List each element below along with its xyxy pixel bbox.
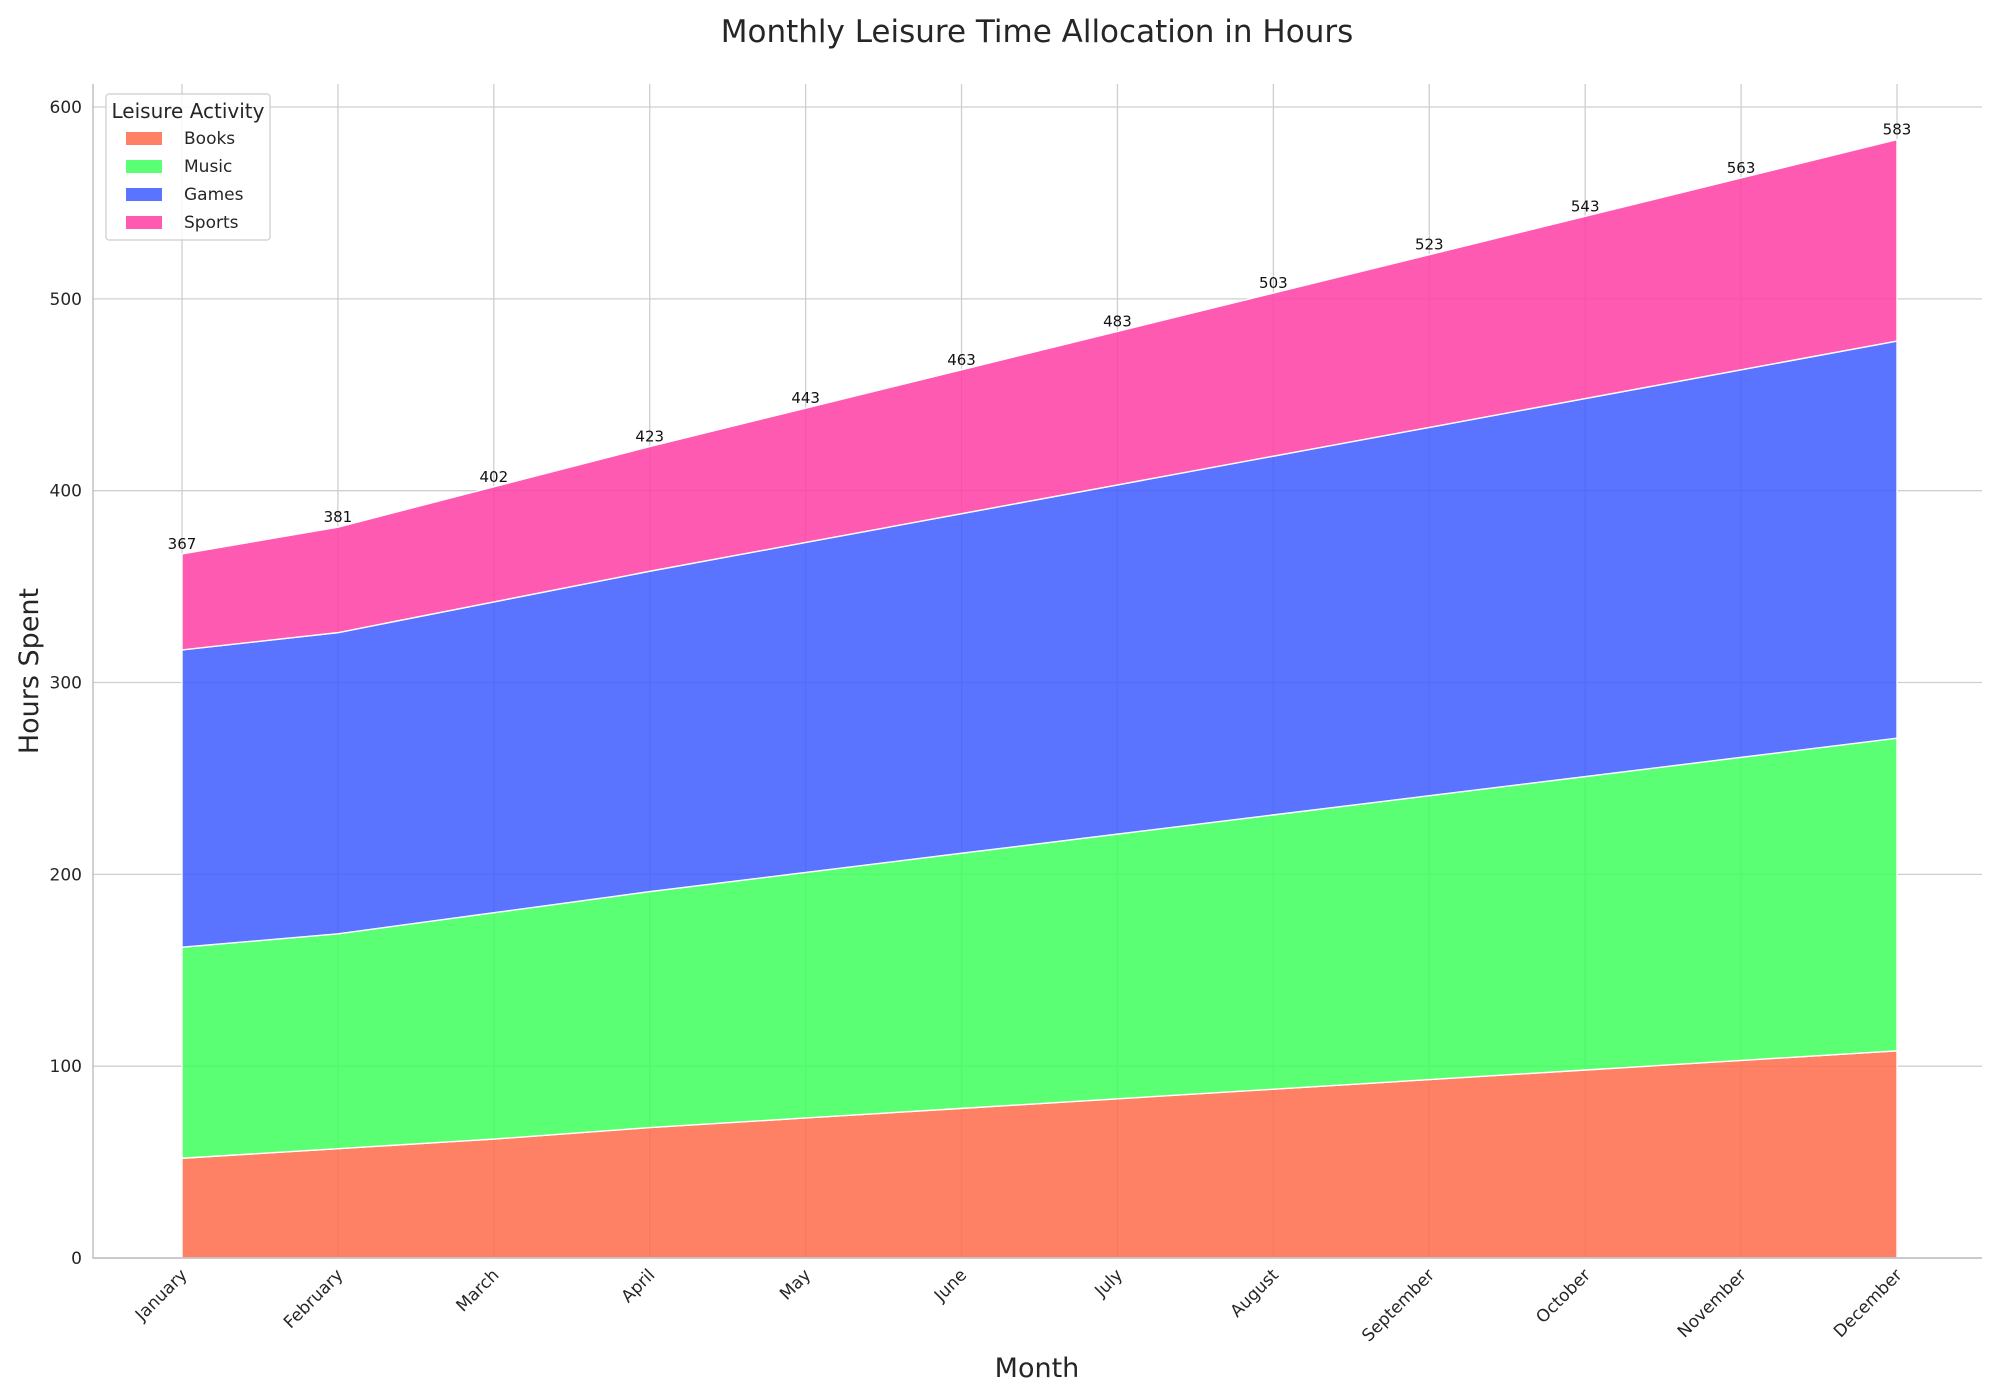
- total-labels: 367 381 402 423 443 463 483 503 523 543 563 583: [168, 121, 1912, 553]
- chart-title: Monthly Leisure Time Allocation in Hours: [721, 14, 1354, 50]
- x-tick-label: November: [1674, 1265, 1751, 1342]
- total-label: 483: [1103, 312, 1132, 330]
- total-label: 423: [635, 428, 664, 446]
- total-label: 402: [479, 468, 508, 486]
- axes-frame: [92, 84, 1982, 1259]
- x-tick-label: December: [1830, 1265, 1906, 1341]
- y-tick-label: 600: [50, 98, 82, 118]
- y-tick-label: 0: [71, 1249, 82, 1269]
- total-label: 583: [1883, 121, 1912, 139]
- legend-label-games: Games: [184, 185, 244, 205]
- y-tick-label: 100: [50, 1057, 82, 1077]
- y-tick-label: 500: [50, 290, 82, 310]
- y-tick-label: 400: [50, 482, 82, 502]
- x-axis-label: Month: [995, 1353, 1080, 1384]
- total-label: 381: [324, 508, 353, 526]
- legend-swatch-music: [126, 160, 162, 173]
- legend: Leisure Activity Books Music Games Sports: [105, 93, 271, 241]
- legend-items: Books Music Games Sports: [126, 129, 244, 233]
- y-tick-label: 300: [50, 674, 82, 694]
- legend-title: Leisure Activity: [112, 99, 265, 123]
- y-axis-label: Hours Spent: [14, 588, 45, 754]
- total-label: 367: [168, 535, 197, 553]
- x-tick-label: March: [453, 1265, 504, 1316]
- total-label: 563: [1727, 159, 1756, 177]
- legend-frame: [105, 93, 271, 241]
- x-axis-ticks: January February March April May June July Augu…: [131, 1265, 1906, 1346]
- total-label: 443: [791, 389, 820, 407]
- x-tick-label: June: [930, 1265, 971, 1306]
- y-tick-label: 200: [50, 865, 82, 885]
- legend-label-sports: Sports: [184, 213, 239, 233]
- x-tick-label: January: [131, 1265, 191, 1325]
- x-tick-label: September: [1358, 1265, 1439, 1346]
- area-sports: [181, 138, 1898, 651]
- legend-label-books: Books: [184, 129, 235, 149]
- x-tick-label: February: [280, 1265, 347, 1332]
- x-tick-label: May: [776, 1265, 815, 1304]
- area-layer: [181, 138, 1898, 1259]
- legend-swatch-games: [126, 188, 162, 201]
- total-label: 543: [1571, 197, 1600, 215]
- y-axis-ticks: 0 100 200 300 400 500 600: [50, 98, 82, 1269]
- legend-label-music: Music: [184, 157, 232, 177]
- x-tick-label: October: [1532, 1265, 1594, 1327]
- axes-spines: [92, 84, 1982, 1259]
- x-tick-label: April: [618, 1265, 660, 1307]
- total-label: 523: [1415, 236, 1444, 254]
- total-label: 463: [947, 351, 976, 369]
- total-label: 503: [1259, 274, 1288, 292]
- legend-swatch-books: [126, 132, 162, 145]
- x-tick-label: July: [1091, 1265, 1127, 1301]
- legend-swatch-sports: [126, 216, 162, 229]
- x-tick-label: August: [1227, 1265, 1283, 1321]
